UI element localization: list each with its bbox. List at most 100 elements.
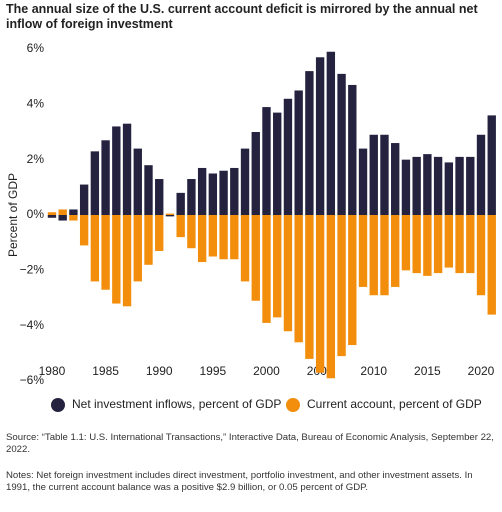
bar <box>122 123 132 215</box>
bar <box>47 212 57 215</box>
bar <box>133 148 142 215</box>
y-tick-label: 0% <box>27 207 45 221</box>
bar <box>58 209 67 215</box>
bar <box>444 215 454 268</box>
bar <box>230 167 239 215</box>
bar <box>433 215 443 274</box>
y-axis-label: Percent of GDP <box>6 173 20 257</box>
bar <box>273 215 282 318</box>
bar <box>133 215 142 282</box>
bar <box>165 215 175 217</box>
bar <box>251 215 260 301</box>
bar <box>283 98 293 215</box>
y-tick-label: 6% <box>27 41 45 55</box>
bar <box>455 215 464 274</box>
y-tick-label: 4% <box>27 96 45 110</box>
bar <box>69 209 78 215</box>
bar <box>79 184 89 215</box>
bar <box>69 215 78 221</box>
bar <box>487 215 496 315</box>
bar <box>380 134 389 215</box>
bar <box>219 170 228 215</box>
bar <box>423 154 432 215</box>
bar <box>90 151 100 215</box>
bar <box>380 215 389 296</box>
bar <box>487 115 496 215</box>
y-tick-label: −2% <box>20 263 45 277</box>
bar <box>391 143 400 215</box>
x-tick-label: 1980 <box>39 364 66 378</box>
bar <box>79 215 89 246</box>
bar <box>273 112 282 215</box>
bar <box>144 165 153 215</box>
bar <box>208 215 218 257</box>
bar <box>122 215 132 307</box>
bar <box>144 215 153 265</box>
y-tick-label: −4% <box>20 318 45 332</box>
bar <box>423 215 432 276</box>
legend-label: Current account, percent of GDP <box>307 397 482 411</box>
bar <box>240 215 250 282</box>
bar <box>294 215 303 343</box>
bar <box>348 84 357 215</box>
x-tick-label: 2000 <box>253 364 280 378</box>
bar <box>219 215 228 260</box>
bar <box>358 148 368 215</box>
bar <box>444 162 454 215</box>
bar <box>90 215 100 282</box>
bar <box>476 134 486 215</box>
chart-title: The annual size of the U.S. current acco… <box>6 2 478 31</box>
bar <box>112 126 121 215</box>
x-tick-label: 2015 <box>414 364 441 378</box>
bar <box>369 215 378 296</box>
bar <box>476 215 486 296</box>
bar <box>187 215 196 249</box>
y-tick-label: −6% <box>20 373 45 387</box>
bar <box>433 156 443 215</box>
bar <box>101 140 110 215</box>
bar <box>401 215 411 271</box>
bar <box>315 215 325 373</box>
bar <box>348 215 357 346</box>
y-tick-label: 2% <box>27 152 45 166</box>
bar <box>155 179 164 215</box>
bar <box>155 215 164 251</box>
bar <box>58 215 67 221</box>
bar <box>412 215 421 274</box>
bar <box>466 156 475 215</box>
bar <box>208 173 218 215</box>
bar <box>337 215 346 357</box>
notes: Notes: Net foreign investment includes d… <box>6 470 473 493</box>
legend-label: Net investment inflows, percent of GDP <box>72 397 281 411</box>
bar <box>240 148 250 215</box>
bar <box>197 167 207 215</box>
bar <box>283 215 293 332</box>
bar <box>251 131 260 215</box>
bar <box>358 215 368 287</box>
x-tick-label: 2020 <box>468 364 495 378</box>
bar <box>326 215 336 379</box>
bar <box>165 213 175 215</box>
bar <box>47 215 57 218</box>
bar <box>101 215 110 290</box>
legend-marker <box>286 398 300 412</box>
x-tick-label: 1990 <box>146 364 173 378</box>
bar <box>326 51 336 216</box>
bar <box>305 71 314 215</box>
bar <box>262 215 271 323</box>
bar <box>455 156 464 215</box>
bar <box>230 215 239 260</box>
legend-marker <box>51 398 65 412</box>
x-tick-label: 1985 <box>92 364 119 378</box>
bar <box>187 179 196 215</box>
bar <box>466 215 475 274</box>
chart: Percent of GDP −6% −4% −2% 0% 2% 4% 6% 1980 1985… <box>6 41 496 412</box>
bar <box>337 73 346 215</box>
bar <box>412 156 421 215</box>
bar <box>197 215 207 263</box>
x-tick-label: 1995 <box>200 364 227 378</box>
source: Source: “Table 1.1: U.S. International T… <box>6 432 494 455</box>
bar <box>401 159 411 215</box>
bar <box>112 215 121 304</box>
